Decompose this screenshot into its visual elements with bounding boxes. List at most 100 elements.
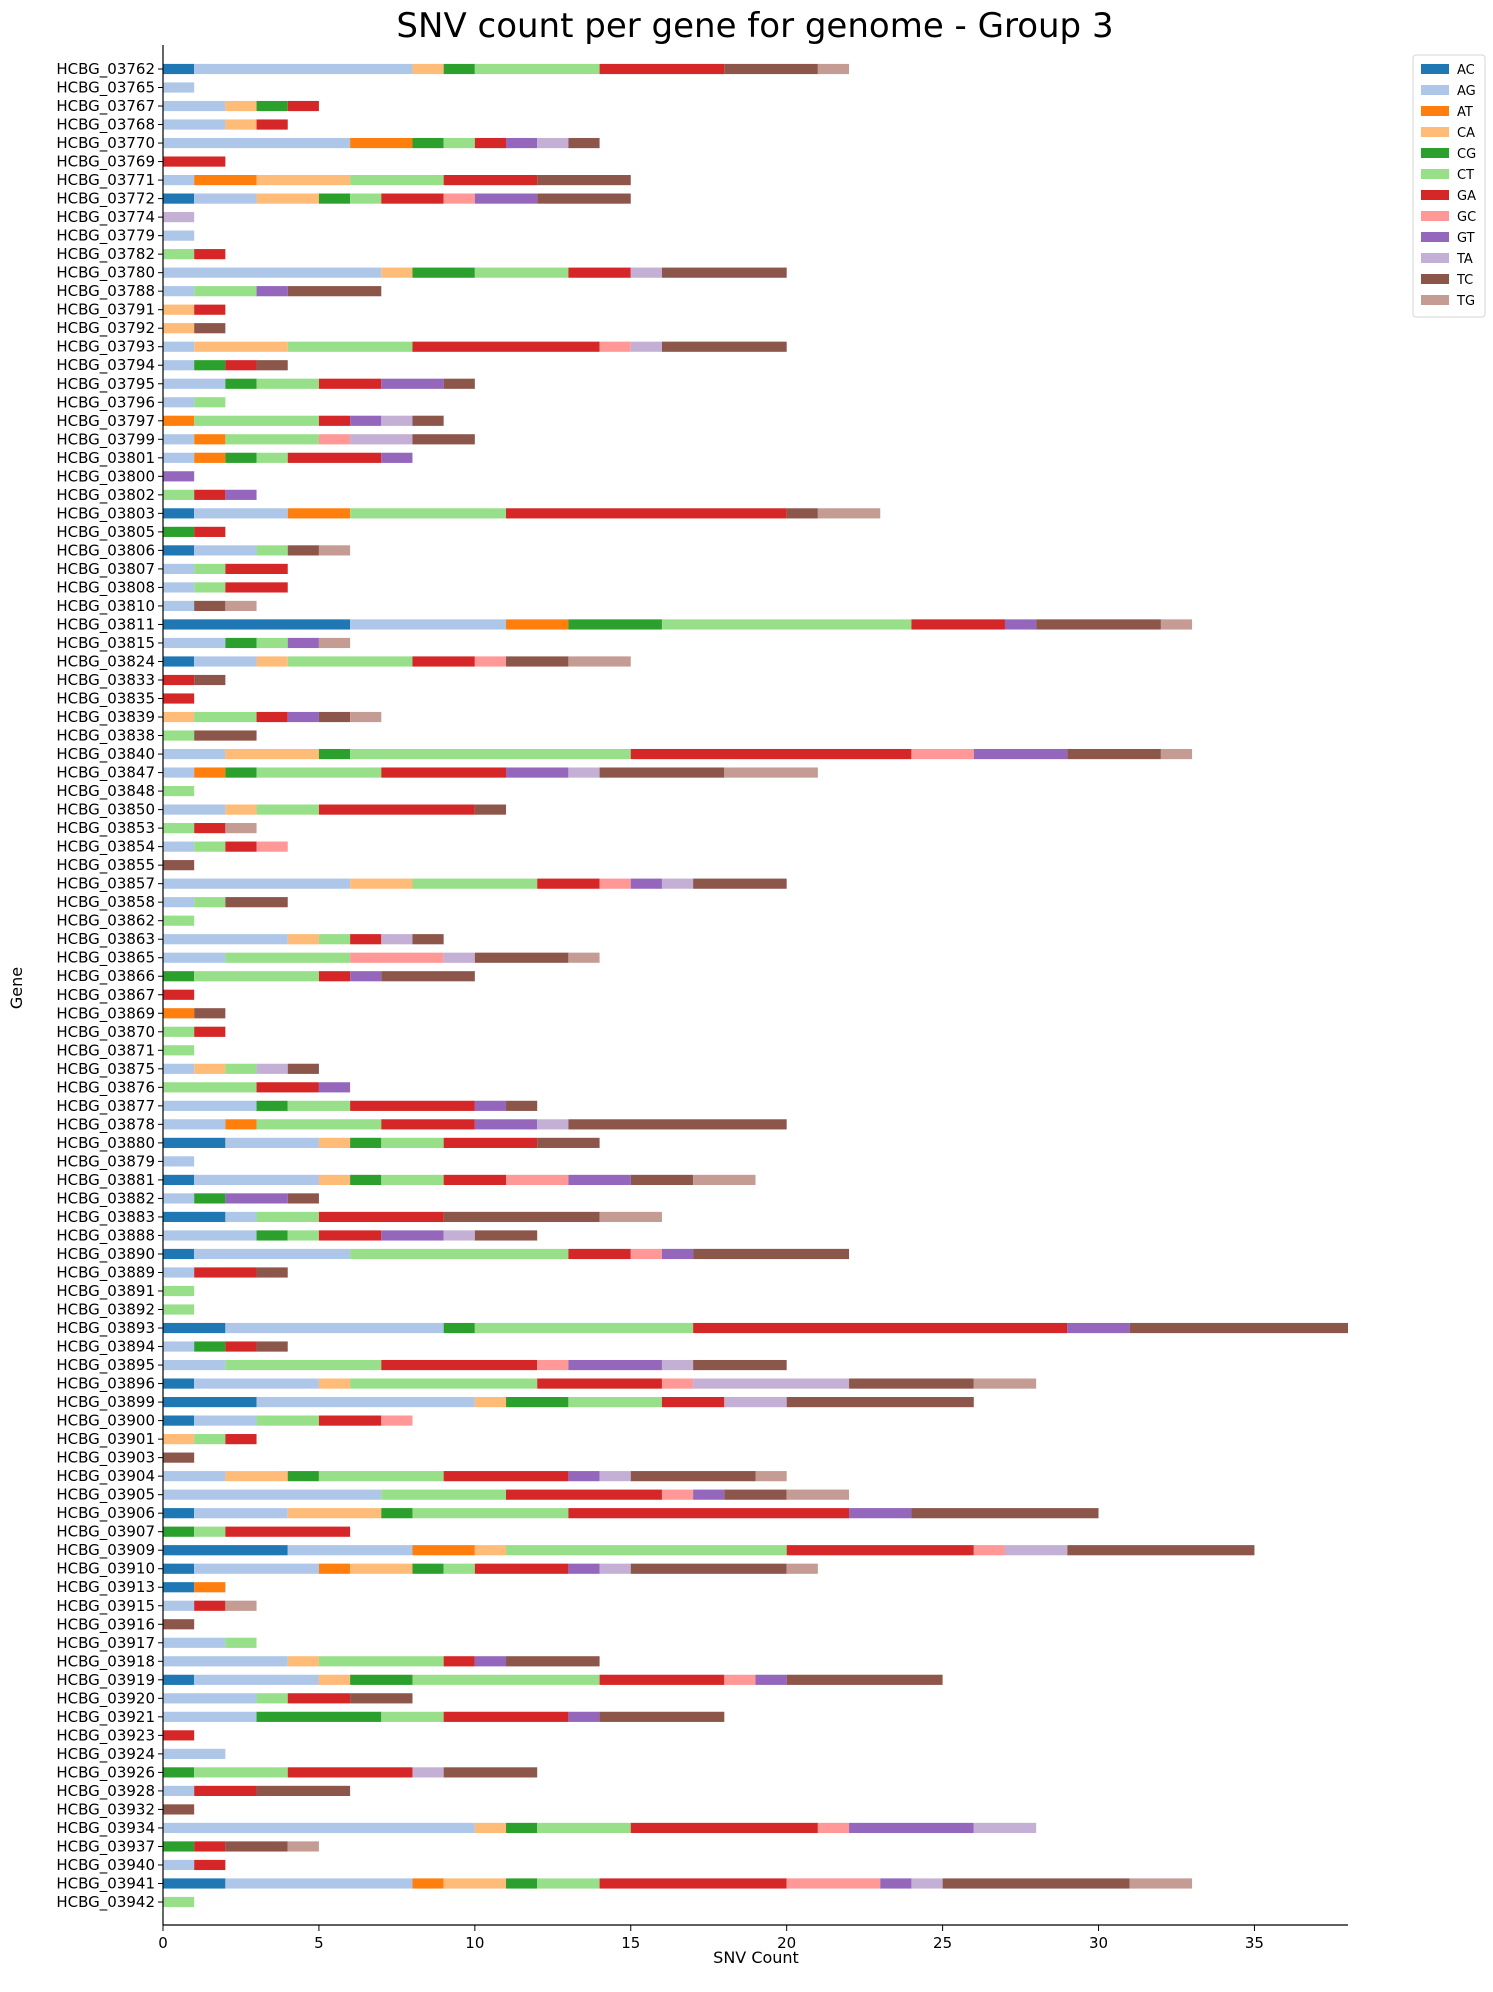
bar-segment-HCBG_03815-CG [225, 637, 257, 649]
y-tick-label: HCBG_03774 [56, 208, 155, 227]
bar-segment-HCBG_03875-TA [256, 1063, 288, 1074]
bar-segment-HCBG_03892-CT [163, 1304, 195, 1315]
y-tick-label: HCBG_03882 [56, 1189, 155, 1208]
bar-segment-HCBG_03877-GA [350, 1100, 475, 1111]
y-tick-label: HCBG_03926 [56, 1763, 155, 1782]
bar-segment-HCBG_03937-GA [194, 1841, 226, 1852]
bar-segment-HCBG_03941-GT [880, 1878, 912, 1889]
bar-segment-HCBG_03767-GA [287, 100, 319, 112]
y-tick-label: HCBG_03857 [56, 875, 155, 894]
bar-segment-HCBG_03769-GA [163, 156, 226, 167]
bar-segment-HCBG_03793-CA [194, 341, 288, 352]
bar-segment-HCBG_03762-GA [599, 63, 725, 75]
y-tick-label: HCBG_03863 [56, 930, 155, 949]
bar-segment-HCBG_03824-AG [194, 656, 257, 667]
bar-segment-HCBG_03890-TC [693, 1248, 850, 1260]
bar-segment-HCBG_03888-TC [474, 1230, 538, 1241]
x-tick-label: 5 [314, 1934, 324, 1952]
bar-segment-HCBG_03858-CT [194, 897, 226, 908]
bar-segment-HCBG_03881-AG [194, 1174, 319, 1185]
bar-segment-HCBG_03890-GC [630, 1248, 662, 1260]
bar-segment-HCBG_03847-CG [225, 767, 257, 778]
bar-segment-HCBG_03893-GT [1067, 1322, 1130, 1334]
bar-segment-HCBG_03909-CA [474, 1545, 507, 1556]
bar-segment-HCBG_03797-TA [381, 415, 413, 426]
bar-segment-HCBG_03878-TA [537, 1119, 569, 1130]
bar-segment-HCBG_03926-CT [194, 1767, 288, 1778]
bar-segment-HCBG_03909-GA [786, 1545, 974, 1556]
legend-swatch-GC [1421, 211, 1449, 221]
bar-segment-HCBG_03941-AT [412, 1878, 444, 1889]
bar-segment-HCBG_03917-AG [163, 1637, 226, 1648]
bar-segment-HCBG_03900-GA [318, 1415, 382, 1426]
bar-segment-HCBG_03906-TC [911, 1508, 1099, 1519]
bar-segment-HCBG_03772-CT [350, 193, 382, 204]
bar-segment-HCBG_03793-AG [163, 341, 195, 352]
y-tick-label: HCBG_03919 [56, 1671, 155, 1690]
bar-segment-HCBG_03797-GT [350, 415, 382, 426]
bar-segment-HCBG_03794-GA [225, 360, 257, 371]
bar-segment-HCBG_03941-CG [506, 1878, 538, 1889]
bar-segment-HCBG_03919-CA [318, 1674, 351, 1685]
y-tick-label: HCBG_03923 [56, 1726, 155, 1745]
bar-segment-HCBG_03850-GA [318, 804, 475, 815]
bar-segment-HCBG_03799-AG [163, 434, 195, 445]
bar-segment-HCBG_03793-GC [599, 341, 631, 352]
bar-segment-HCBG_03907-GA [225, 1526, 351, 1537]
bar-segment-HCBG_03904-GT [568, 1471, 600, 1482]
bar-segment-HCBG_03883-CT [256, 1211, 319, 1223]
bar-segment-HCBG_03801-AG [163, 452, 195, 463]
bar-segment-HCBG_03917-CT [225, 1637, 257, 1648]
bar-segment-HCBG_03865-TG [568, 952, 600, 963]
bar-segment-HCBG_03909-AC [163, 1545, 288, 1556]
y-tick-label: HCBG_03803 [56, 504, 155, 523]
bar-segment-HCBG_03862-CT [163, 915, 195, 926]
bar-segment-HCBG_03788-GT [256, 286, 288, 297]
bar-segment-HCBG_03919-GT [755, 1674, 787, 1685]
y-tick-labels: HCBG_03762HCBG_03765HCBG_03767HCBG_03768… [56, 60, 163, 1912]
bar-segment-HCBG_03904-CA [225, 1471, 288, 1482]
bar-segment-HCBG_03919-TC [786, 1674, 943, 1685]
bar-segment-HCBG_03768-CA [225, 119, 257, 130]
bar-segment-HCBG_03771-AT [194, 175, 257, 186]
bar-segment-HCBG_03811-TC [1036, 619, 1161, 630]
bar-segment-HCBG_03903-TC [163, 1452, 195, 1463]
y-axis-label: Gene [7, 967, 26, 1009]
bar-segment-HCBG_03838-CT [163, 730, 195, 741]
bar-segment-HCBG_03909-AT [412, 1545, 475, 1556]
bar-segment-HCBG_03921-CG [256, 1711, 382, 1722]
bar-segment-HCBG_03863-CT [318, 934, 351, 945]
x-tick-labels: 0 5 10 15 20 25 30 35 [158, 1925, 1264, 1952]
y-tick-label: HCBG_03780 [56, 264, 155, 283]
y-tick-label: HCBG_03808 [56, 578, 155, 597]
bar-segment-HCBG_03824-CA [256, 656, 288, 667]
bar-segment-HCBG_03799-GC [318, 434, 351, 445]
bar-segment-HCBG_03801-CG [225, 452, 257, 463]
bar-segment-HCBG_03770-GA [474, 137, 507, 149]
bar-segment-HCBG_03772-AG [194, 193, 257, 204]
y-tick-label: HCBG_03805 [56, 523, 155, 542]
bar-segment-HCBG_03803-AC [163, 508, 195, 519]
y-tick-label: HCBG_03940 [56, 1856, 155, 1875]
bar-segment-HCBG_03940-AG [163, 1859, 195, 1871]
y-tick-label: HCBG_03858 [56, 893, 155, 912]
bar-segment-HCBG_03857-TC [693, 878, 787, 889]
bar-segment-HCBG_03796-CT [194, 397, 226, 408]
bar-segment-HCBG_03919-GA [599, 1674, 725, 1685]
bar-segment-HCBG_03794-AG [163, 360, 195, 371]
bar-segment-HCBG_03888-CT [287, 1230, 319, 1241]
bar-segment-HCBG_03876-GA [256, 1082, 319, 1093]
bar-segment-HCBG_03799-TC [412, 434, 475, 445]
bar-segment-HCBG_03899-TA [724, 1397, 787, 1408]
bar-segment-HCBG_03909-TA [1004, 1545, 1068, 1556]
bar-segment-HCBG_03863-AG [163, 934, 288, 945]
bar-segment-HCBG_03811-AC [163, 619, 351, 630]
bar-segment-HCBG_03770-GT [506, 137, 538, 149]
bar-segment-HCBG_03899-TC [786, 1397, 974, 1408]
y-tick-label: HCBG_03894 [56, 1338, 155, 1357]
bar-segment-HCBG_03866-GA [318, 971, 351, 982]
y-tick-label: HCBG_03793 [56, 338, 155, 357]
bar-segment-HCBG_03881-CT [381, 1174, 444, 1185]
bar-segment-HCBG_03788-AG [163, 286, 195, 297]
y-tick-label: HCBG_03782 [56, 245, 155, 264]
